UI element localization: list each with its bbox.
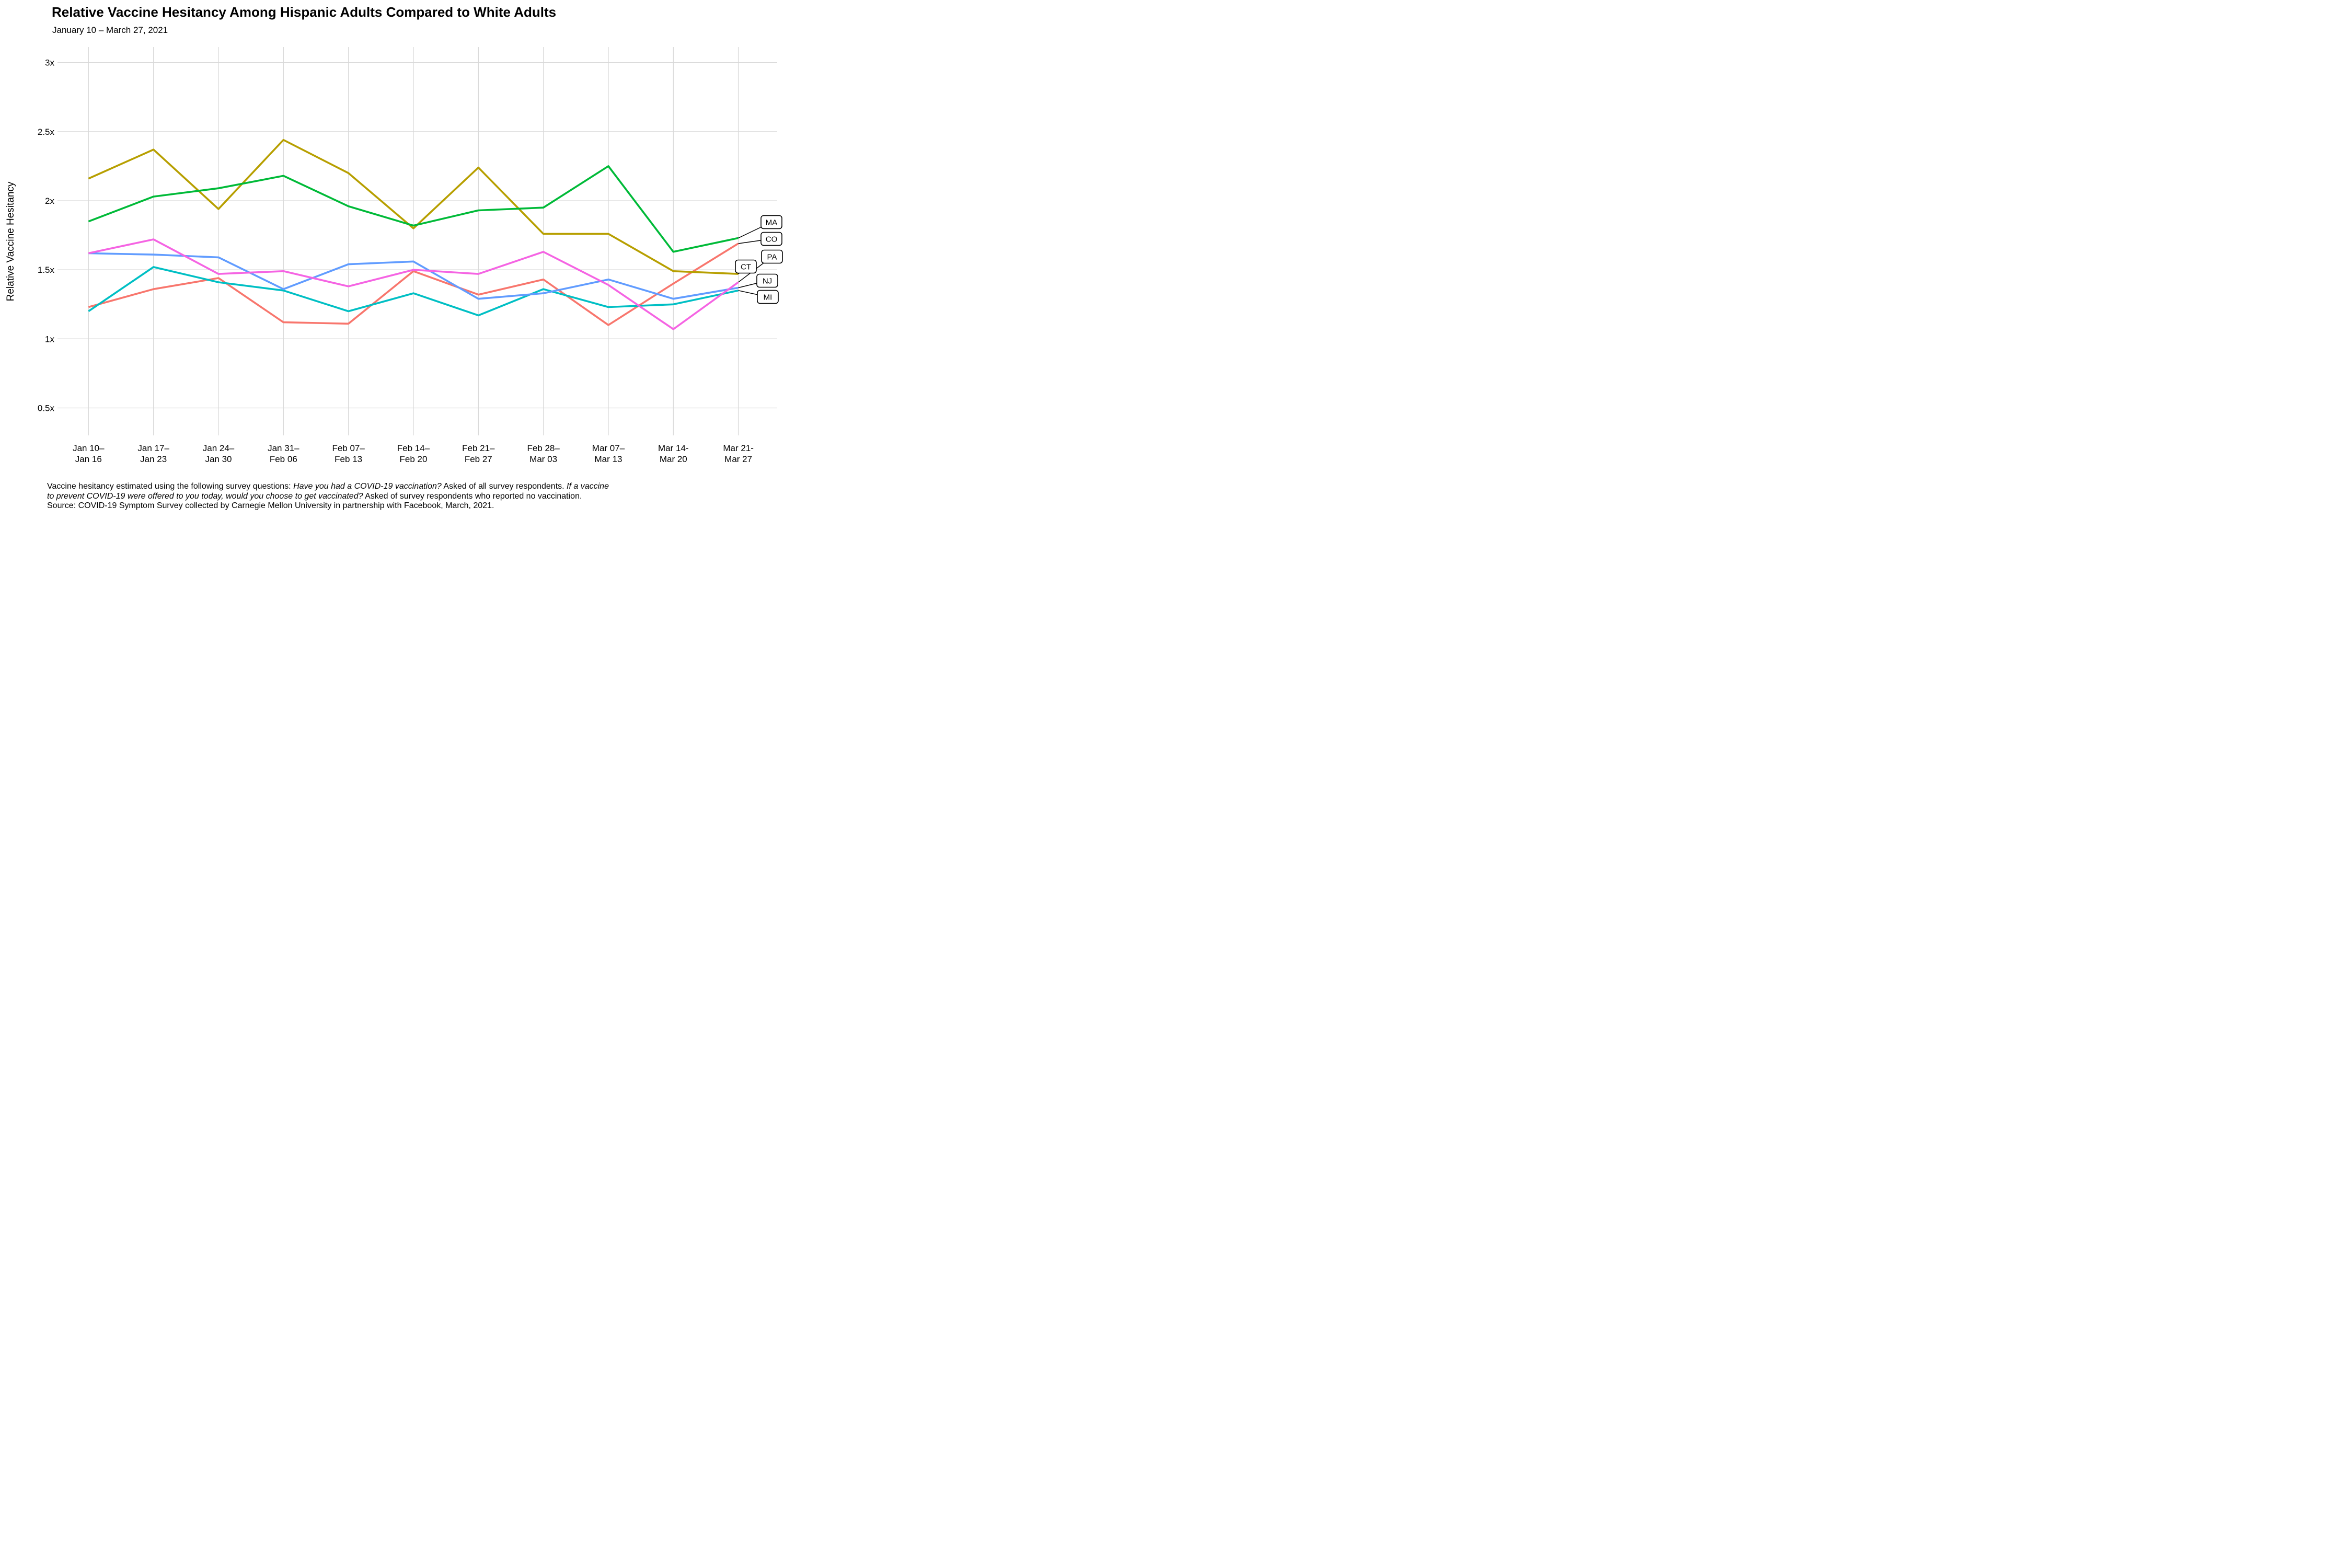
footnote-line-1: Vaccine hesitancy estimated using the fo… (47, 482, 774, 492)
x-tick-week-3-line2: Jan 30 (205, 454, 232, 464)
series-lines (88, 139, 739, 330)
footnote-italic-segment: to prevent COVID-19 were offered to you … (47, 491, 363, 501)
gridlines (57, 47, 777, 435)
y-axis-title: Relative Vaccine Hesitancy (5, 181, 16, 301)
label-box-NJ (756, 273, 778, 288)
line-NJ (88, 252, 739, 300)
x-tick-week-3-line1: Jan 24– (203, 443, 235, 453)
y-tick-3x: 3x (45, 58, 54, 68)
x-tick-week-10-line1: Mar 14- (658, 443, 689, 453)
x-tick-week-9-line1: Mar 07– (592, 443, 625, 453)
y-tick-2.5x: 2.5x (38, 127, 55, 137)
label-text-CT: CT (741, 263, 751, 272)
line-PA (88, 238, 739, 330)
label-box-MA (760, 215, 782, 229)
x-tick-week-1-line2: Jan 16 (75, 454, 102, 464)
label-text-PA: PA (767, 253, 777, 262)
x-tick-week-2-line1: Jan 17– (137, 443, 169, 453)
footnote-line-3: Source: COVID-19 Symptom Survey collecte… (47, 501, 774, 511)
footnote-segment: Vaccine hesitancy estimated using the fo… (47, 482, 294, 491)
line-CO (88, 243, 739, 326)
label-box-PA (761, 249, 783, 264)
x-tick-week-4-line2: Feb 06 (270, 454, 297, 464)
footnote-line-2: to prevent COVID-19 were offered to you … (47, 492, 774, 502)
label-text-CO: CO (766, 235, 778, 244)
footnote-segment: Asked of survey respondents who reported… (363, 491, 582, 501)
x-tick-week-8-line2: Mar 03 (529, 454, 557, 464)
chart-subtitle: January 10 – March 27, 2021 (52, 25, 168, 35)
x-tick-week-6-line1: Feb 14– (397, 443, 430, 453)
x-tick-week-5-line2: Feb 13 (335, 454, 362, 464)
x-tick-week-1-line1: Jan 10– (73, 443, 105, 453)
series-end-label-boxes: MA CO PA CT NJ MI (735, 215, 783, 304)
x-tick-week-2-line2: Jan 23 (140, 454, 167, 464)
x-tick-week-7-line1: Feb 21– (462, 443, 495, 453)
label-text-MA: MA (766, 218, 778, 227)
footnote: Vaccine hesitancy estimated using the fo… (47, 482, 774, 511)
line-MA (88, 165, 739, 253)
x-tick-week-11-line1: Mar 21- (723, 443, 754, 453)
line-CT (88, 139, 739, 275)
x-axis-tick-labels: Jan 10–Jan 16 Jan 17–Jan 23 Jan 24–Jan 30 J… (73, 443, 754, 464)
x-tick-week-8-line1: Feb 28– (527, 443, 560, 453)
label-text-MI: MI (764, 293, 773, 302)
label-box-MI (757, 290, 779, 304)
footnote-segment: Source: COVID-19 Symptom Survey collecte… (47, 501, 494, 510)
x-tick-week-11-line2: Mar 27 (724, 454, 752, 464)
footnote-italic-segment: If a vaccine (567, 482, 609, 491)
chart-title: Relative Vaccine Hesitancy Among Hispani… (52, 4, 557, 20)
line-MI (88, 266, 739, 317)
label-box-CO (760, 232, 782, 246)
x-tick-week-10-line2: Mar 20 (660, 454, 687, 464)
footnote-segment: Asked of all survey respondents. (441, 482, 567, 491)
y-tick-1.5x: 1.5x (38, 265, 55, 275)
label-box-CT (735, 259, 757, 274)
y-tick-0.5x: 0.5x (38, 403, 55, 413)
x-tick-week-4-line1: Jan 31– (268, 443, 299, 453)
y-tick-1x: 1x (45, 334, 54, 344)
footnote-italic-segment: Have you had a COVID-19 vaccination? (293, 482, 442, 491)
label-text-NJ: NJ (763, 277, 772, 286)
y-tick-2x: 2x (45, 196, 54, 206)
x-tick-week-9-line2: Mar 13 (595, 454, 622, 464)
x-tick-week-5-line1: Feb 07– (332, 443, 365, 453)
x-tick-week-7-line2: Feb 27 (465, 454, 492, 464)
y-axis-tick-labels: 3x 2.5x 2x 1.5x 1x 0.5x (38, 58, 55, 413)
x-tick-week-6-line2: Feb 20 (400, 454, 428, 464)
